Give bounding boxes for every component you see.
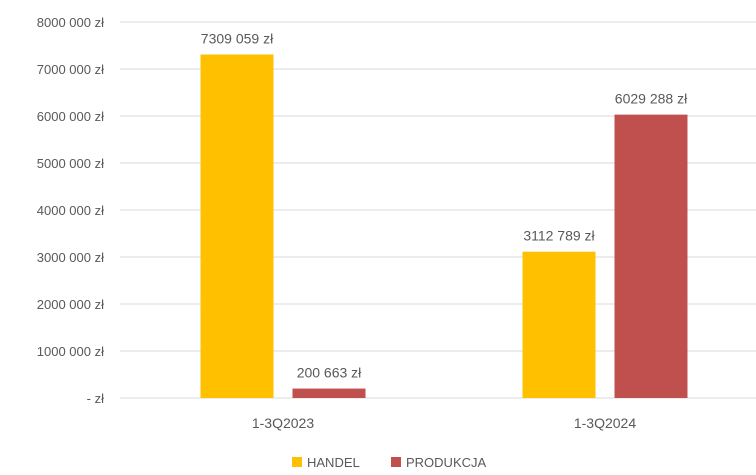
data-label: 7309 059 zł — [201, 30, 274, 46]
y-tick-label: 8000 000 zł — [37, 15, 104, 30]
x-axis-tick-labels: 1-3Q2023 1-3Q2024 — [252, 415, 636, 431]
x-tick-label: 1-3Q2024 — [574, 415, 636, 431]
bars — [200, 54, 688, 398]
bar-handel-1-3q2023 — [200, 54, 274, 398]
data-label: 3112 789 zł — [523, 228, 595, 244]
data-labels: 7309 059 zł 200 663 zł 3112 789 zł 6029 288… — [201, 30, 688, 380]
bar-produkcja-1-3q2023 — [292, 388, 366, 398]
y-tick-label: 6000 000 zł — [37, 109, 104, 124]
y-tick-label: 1000 000 zł — [37, 344, 104, 359]
legend-swatch-handel — [292, 457, 302, 467]
bar-handel-1-3q2024 — [522, 251, 596, 398]
legend: HANDEL PRODUKCJA — [292, 455, 487, 470]
y-tick-label: 5000 000 zł — [37, 156, 104, 171]
y-tick-label: 4000 000 zł — [37, 203, 104, 218]
y-tick-label: 2000 000 zł — [37, 297, 104, 312]
legend-label-produkcja: PRODUKCJA — [406, 455, 487, 470]
y-tick-label: - zł — [87, 391, 104, 406]
legend-label-handel: HANDEL — [307, 455, 360, 470]
legend-swatch-produkcja — [391, 457, 401, 467]
y-tick-label: 3000 000 zł — [37, 250, 104, 265]
data-label: 200 663 zł — [297, 365, 362, 381]
y-tick-label: 7000 000 zł — [37, 62, 104, 77]
y-axis-tick-labels: - zł 1000 000 zł 2000 000 zł 3000 000 zł 400… — [37, 15, 104, 406]
bar-produkcja-1-3q2024 — [614, 114, 688, 398]
data-label: 6029 288 zł — [615, 91, 688, 107]
x-tick-label: 1-3Q2023 — [252, 415, 314, 431]
